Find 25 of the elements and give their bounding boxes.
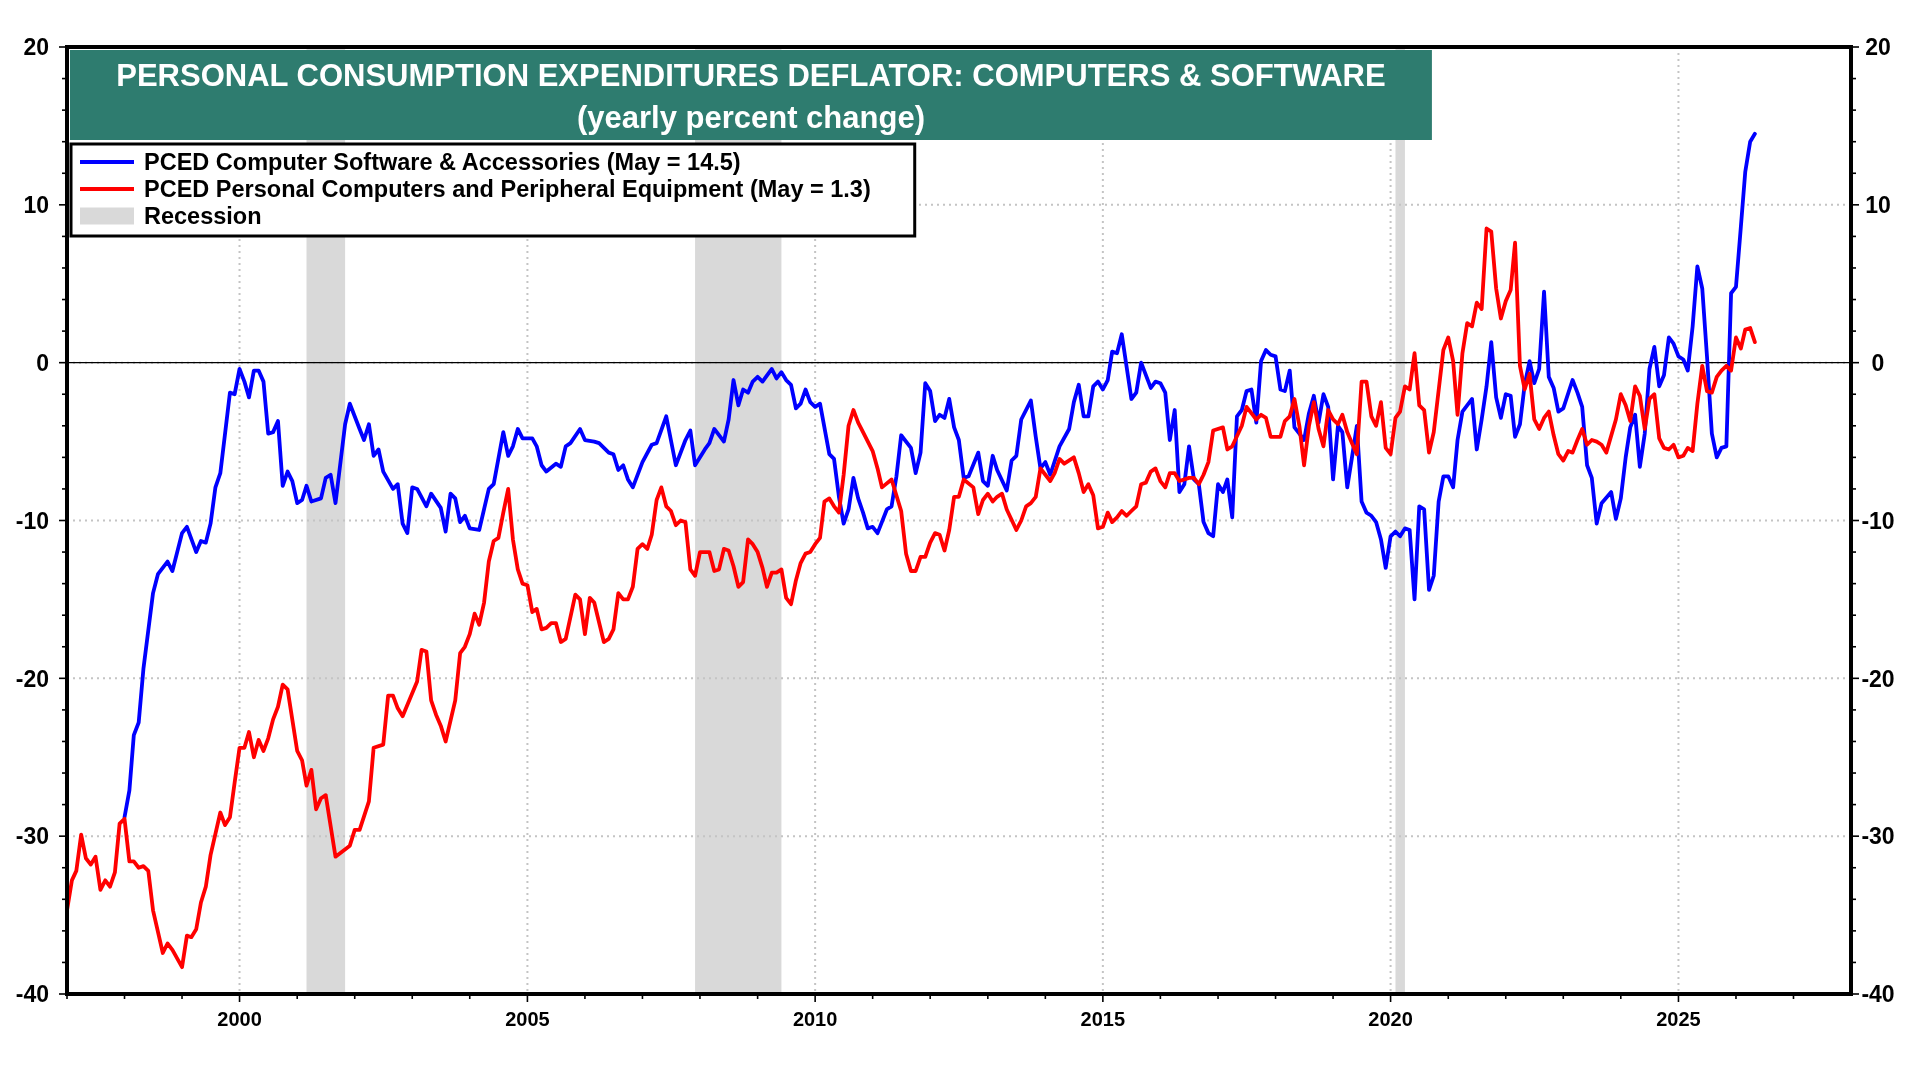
y-tick-label: 0 — [36, 349, 49, 376]
x-tick-label: 2020 — [1368, 1008, 1413, 1031]
y2-tick-label: -40 — [1861, 981, 1895, 1008]
y-tick-label: 20 — [23, 34, 49, 61]
y-tick-label: -10 — [15, 507, 49, 534]
text: (yearly percent change) — [576, 100, 925, 135]
band-label: Recession — [144, 203, 262, 230]
y-tick-label: -30 — [15, 823, 49, 850]
x-tick-label: 2015 — [1080, 1008, 1126, 1031]
y2-tick-label: -20 — [1861, 665, 1895, 692]
y2-tick-label: 10 — [1865, 192, 1891, 219]
legend-label: PCED Personal Computers and Peripheral Equipment (May = 1.3) — [144, 176, 871, 203]
y-tick-label: -40 — [15, 981, 49, 1008]
y2-tick-label: -30 — [1861, 823, 1895, 850]
y2-tick-label: 0 — [1871, 349, 1885, 376]
x-tick-label: 2025 — [1656, 1008, 1701, 1031]
x-tick-label: 2005 — [505, 1008, 550, 1031]
x-tick-label: 2010 — [792, 1008, 838, 1031]
y2-tick-label: 20 — [1865, 34, 1891, 61]
legend-label: PCED Computer Software & Accessories (May = 14.5) — [144, 149, 741, 176]
y2-tick-label: -10 — [1861, 507, 1895, 534]
y-tick-label: -20 — [15, 665, 49, 692]
y-tick-label: 10 — [23, 192, 49, 219]
x-tick-label: 2000 — [217, 1008, 262, 1031]
chart-title: PERSONAL CONSUMPTION EXPENDITURES DEFLATOR: COMPUTERS & SOFTWARE — [116, 58, 1386, 93]
